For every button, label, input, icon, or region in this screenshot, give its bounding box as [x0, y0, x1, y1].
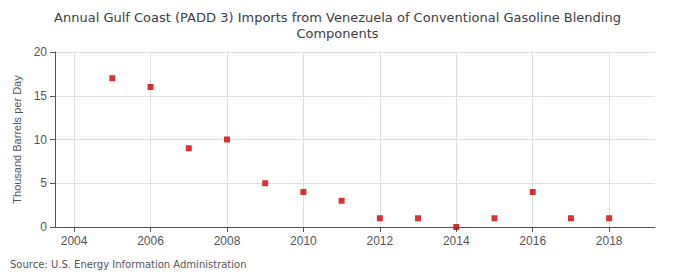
svg-text:Source: U.S. Energy Informatio: Source: U.S. Energy Information Administ… — [10, 259, 247, 270]
svg-text:5: 5 — [40, 176, 47, 190]
svg-text:Components: Components — [296, 26, 378, 41]
svg-text:2006: 2006 — [137, 234, 164, 248]
svg-text:20: 20 — [34, 45, 48, 59]
svg-text:2014: 2014 — [443, 234, 470, 248]
svg-text:2018: 2018 — [596, 234, 623, 248]
svg-text:10: 10 — [34, 133, 48, 147]
svg-text:2012: 2012 — [366, 234, 393, 248]
svg-text:15: 15 — [34, 89, 48, 103]
svg-text:0: 0 — [40, 220, 47, 234]
svg-text:2004: 2004 — [61, 234, 88, 248]
svg-text:Annual Gulf Coast (PADD 3) Imp: Annual Gulf Coast (PADD 3) Imports from … — [54, 10, 621, 25]
svg-text:2008: 2008 — [214, 234, 241, 248]
svg-text:Thousand Barrels per Day: Thousand Barrels per Day — [11, 75, 23, 204]
svg-text:2016: 2016 — [519, 234, 546, 248]
svg-text:2010: 2010 — [290, 234, 317, 248]
